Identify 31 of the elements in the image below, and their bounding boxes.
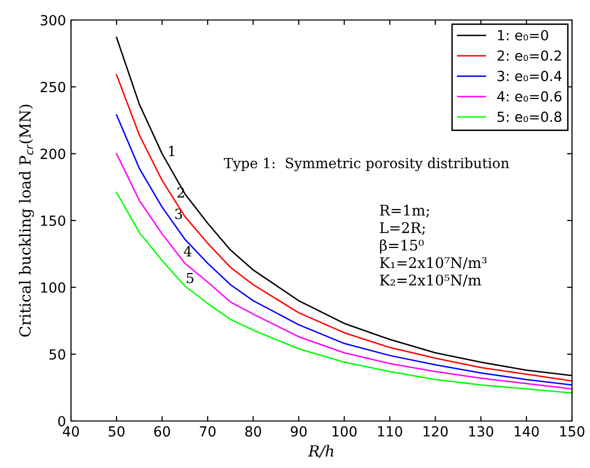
x-tick-label: 80 — [245, 426, 262, 437]
x-tick-label: 50 — [108, 426, 124, 437]
x-tick-label: 130 — [469, 426, 494, 437]
annotation: 4 — [184, 246, 192, 256]
y-tick-label: 150 — [41, 215, 66, 226]
legend-label: 2: e₀=0.2 — [498, 50, 561, 61]
x-tick-label: 40 — [62, 426, 79, 437]
y-tick-label: 0 — [58, 416, 66, 426]
x-tick-label: 140 — [514, 426, 539, 437]
y-tick-label: 200 — [40, 148, 66, 160]
annotation: 1 — [169, 146, 174, 156]
y-tick-label: 300 — [40, 14, 66, 26]
x-tick-label: 120 — [424, 426, 448, 437]
y-tick-label: 250 — [40, 82, 66, 92]
annotation: R=1m; L=2R; β=15⁰ K₁=2x10⁷N/m³ K₂=2x10⁵N/m — [380, 204, 487, 287]
legend-label: 4: e₀=0.6 — [497, 91, 562, 102]
y-tick-label: 50 — [50, 349, 66, 360]
y-tick-label: 100 — [41, 282, 66, 293]
x-tick-label: 110 — [378, 426, 402, 437]
x-tick-label: 60 — [154, 426, 170, 437]
x-tick-label: 100 — [332, 426, 357, 437]
y-axis-title: Critical buckling load P$_{cr}$(MN) — [18, 104, 34, 337]
legend-label: 1: e₀=0 — [498, 30, 548, 40]
legend-label: 5: e₀=0.8 — [498, 112, 562, 122]
legend-label: 3: e₀=0.4 — [498, 70, 562, 82]
x-tick-label: 90 — [290, 426, 307, 437]
x-tick-label: 70 — [200, 426, 216, 437]
x-axis-title: R/h — [308, 444, 334, 458]
annotation: Type 1: Symmetric porosity distribution — [224, 158, 510, 172]
annotation: 5 — [186, 272, 194, 284]
x-tick-label: 150 — [560, 426, 584, 437]
